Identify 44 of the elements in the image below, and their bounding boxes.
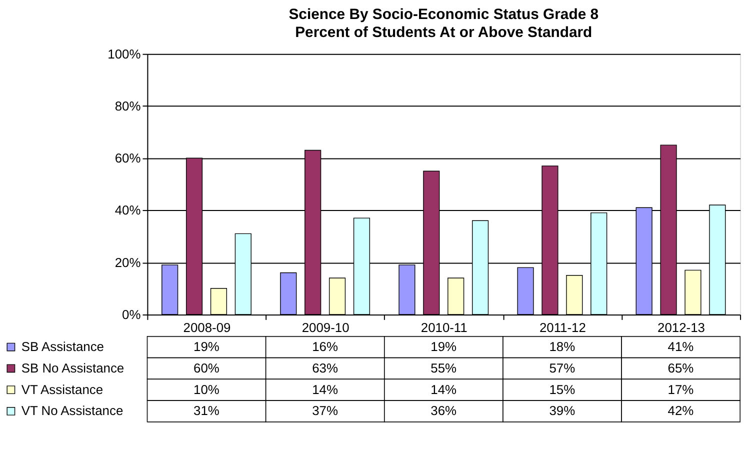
data-label: 63% xyxy=(312,360,338,376)
data-label: 19% xyxy=(430,339,458,354)
data-label: 14% xyxy=(430,382,458,397)
legend-label: SB No Assistance xyxy=(21,360,124,376)
data-label: 36% xyxy=(430,403,458,418)
data-label: 31% xyxy=(194,403,220,418)
data-label: 39% xyxy=(549,403,576,418)
data-label: 41% xyxy=(668,339,694,354)
y-tick-label: 60% xyxy=(114,150,142,166)
x-tick-label: 2012-13 xyxy=(658,320,705,335)
bar xyxy=(280,272,297,315)
chart-title: Science By Socio-Economic Status Grade 8 xyxy=(288,6,599,24)
x-tick-label: 2008-09 xyxy=(183,320,231,335)
data-label: 19% xyxy=(194,339,220,354)
y-tick-label: 0% xyxy=(122,306,142,322)
y-tick-label: 80% xyxy=(114,98,142,114)
data-label: 42% xyxy=(668,403,694,418)
x-tick-label: 2011-12 xyxy=(539,320,586,335)
data-label: 10% xyxy=(194,382,220,397)
bar xyxy=(517,267,534,315)
data-label: 37% xyxy=(312,403,338,418)
data-label: 17% xyxy=(668,382,694,397)
bar xyxy=(210,288,228,315)
legend-label: VT No Assistance xyxy=(21,403,124,418)
chart-subtitle: Percent of Students At or Above Standard xyxy=(295,24,592,41)
bar xyxy=(566,275,583,315)
data-label: 55% xyxy=(430,360,458,376)
data-label: 60% xyxy=(194,360,220,376)
data-label: 57% xyxy=(549,360,576,376)
bar xyxy=(448,278,464,315)
y-tick-label: 20% xyxy=(114,254,142,270)
data-label: 14% xyxy=(312,382,338,397)
y-tick-label: 40% xyxy=(114,202,142,218)
data-label: 16% xyxy=(312,339,338,354)
legend-label: SB Assistance xyxy=(21,339,104,354)
bar xyxy=(684,270,702,315)
data-label: 65% xyxy=(668,360,694,376)
bar xyxy=(328,278,346,315)
data-label: 15% xyxy=(549,382,576,397)
data-label: 18% xyxy=(549,339,576,354)
legend-label: VT Assistance xyxy=(21,382,104,397)
y-tick-label: 100% xyxy=(108,46,142,62)
x-tick-label: 2010-11 xyxy=(420,320,468,335)
x-tick-label: 2009-10 xyxy=(302,320,350,335)
